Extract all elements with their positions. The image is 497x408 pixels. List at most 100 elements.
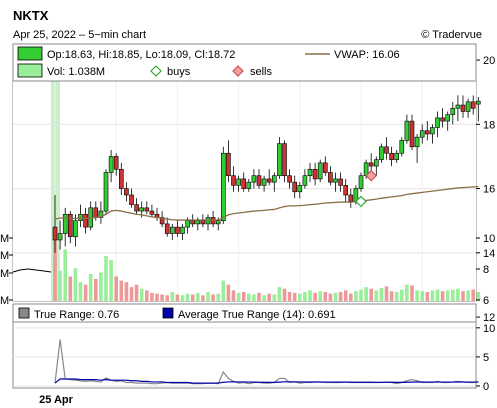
volume-bar	[466, 290, 470, 301]
volume-bar	[333, 292, 338, 301]
candle-body	[241, 178, 246, 189]
legend-candle-swatch	[17, 46, 43, 61]
volume-left-label: M	[0, 295, 9, 307]
volume-bar	[435, 289, 440, 301]
candle-body	[384, 146, 389, 154]
candle-body	[236, 178, 241, 186]
legend-atr: Average True Range (14): 0.691	[178, 309, 336, 321]
volume-bar	[318, 291, 322, 301]
volume-bar	[185, 293, 190, 301]
candle-body	[62, 213, 68, 234]
volume-bar	[124, 282, 129, 301]
volume-bar	[461, 291, 465, 301]
legend-buys: buys	[167, 66, 191, 78]
buy-marker-icon	[150, 65, 162, 77]
tr-tick-label: 10	[483, 323, 495, 335]
volume-bar	[298, 293, 302, 301]
candle-body	[164, 223, 170, 234]
legend-volume-swatch	[17, 63, 43, 78]
candle-body	[358, 175, 364, 189]
candle-body	[57, 233, 63, 241]
candle-body	[129, 194, 134, 205]
price-tick-label: 16	[483, 184, 495, 196]
candle-body	[190, 220, 195, 225]
price-tick-label: 12	[483, 312, 495, 324]
volume-bar	[267, 293, 271, 301]
pre-market-stub	[12, 268, 52, 273]
volume-bar	[201, 295, 205, 301]
volume-bar	[405, 284, 409, 301]
volume-bar	[58, 270, 62, 301]
candle-body	[282, 143, 287, 177]
candle-body	[52, 226, 58, 241]
candle-body	[424, 130, 430, 135]
candle-body	[455, 104, 461, 109]
candle-body	[119, 168, 124, 189]
volume-bar	[221, 280, 226, 301]
volume-bar	[104, 256, 108, 301]
volume-axis: 6 8 10	[476, 233, 495, 307]
candle-body	[338, 178, 343, 186]
volume-bar	[88, 274, 93, 301]
tr-axis: 0 5 10	[476, 323, 495, 393]
volume-bar	[456, 288, 460, 301]
sell-marker	[365, 169, 378, 182]
candle-body	[231, 175, 236, 186]
volume-bar	[364, 287, 368, 301]
volume-bar	[400, 289, 404, 301]
volume-tick-label: 10	[483, 233, 495, 245]
volume-bar	[374, 290, 379, 301]
volume-bar	[53, 239, 57, 301]
volume-bar	[196, 292, 200, 301]
candle-body	[409, 120, 415, 148]
volume-bar	[73, 268, 78, 301]
volume-bar	[257, 292, 261, 301]
true-range-line	[54, 339, 479, 385]
candles	[52, 95, 481, 253]
volume-bar	[430, 290, 435, 301]
candle-body	[113, 156, 119, 170]
volume-bar	[236, 292, 241, 301]
volume-bar	[313, 292, 317, 301]
candle-body	[373, 159, 379, 167]
candle-body	[134, 204, 139, 212]
volume-bar	[394, 292, 399, 301]
candle-body	[175, 226, 180, 234]
volume-bar	[359, 289, 363, 301]
volume-bars	[53, 239, 481, 301]
volume-bar	[338, 292, 343, 301]
candle-body	[389, 152, 394, 160]
volume-bar	[68, 276, 73, 301]
candle-body	[404, 120, 410, 141]
volume-bar	[308, 290, 312, 301]
tr-grid	[13, 327, 476, 387]
volume-bar	[349, 293, 353, 301]
candle-body	[460, 104, 466, 112]
candle-body	[185, 220, 190, 228]
candle-body	[419, 130, 425, 138]
volume-bar	[216, 293, 220, 301]
candle-body	[328, 172, 333, 183]
volume-bar	[129, 287, 134, 301]
volume-bar	[165, 295, 169, 301]
candle-body	[292, 181, 298, 193]
volume-bar	[323, 292, 328, 301]
candle-body	[368, 162, 374, 167]
volume-bar	[241, 292, 246, 301]
price-tick-label: 18	[483, 119, 495, 131]
candle-body	[170, 226, 175, 234]
volume-bar	[63, 249, 67, 301]
volume-bar	[247, 293, 251, 301]
candle-body	[108, 156, 114, 173]
volume-bar	[369, 288, 373, 301]
price-tick-label: 14	[483, 248, 495, 260]
volume-bar	[354, 291, 358, 301]
volume-bar	[94, 278, 98, 301]
volume-bar	[425, 292, 430, 301]
candle-body	[221, 152, 226, 221]
volume-bar	[277, 287, 282, 301]
candle-body	[180, 226, 185, 234]
volume-bar	[114, 276, 118, 301]
volume-bar	[109, 260, 113, 301]
